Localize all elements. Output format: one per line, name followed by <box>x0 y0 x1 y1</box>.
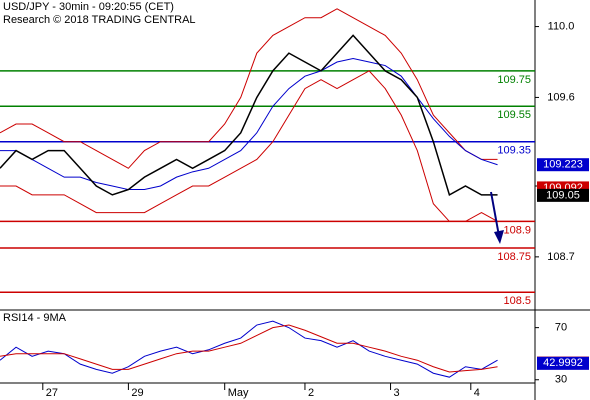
x-tick-label: 29 <box>131 387 143 399</box>
x-tick-label: 4 <box>474 387 480 399</box>
series-line <box>0 70 498 222</box>
level-label: 108.9 <box>503 224 531 236</box>
arrow-head <box>494 230 504 244</box>
x-tick-label: 27 <box>46 387 58 399</box>
plot: 109.75 109.55 109.35 108.9 108.75 108.5 110.0 1… <box>0 8 589 399</box>
y-tick-label: 110.0 <box>548 20 575 32</box>
level-label: 108.5 <box>503 295 531 307</box>
price-tag-label: 109.05 <box>546 189 580 201</box>
level-label: 108.75 <box>497 251 531 263</box>
level-label: 109.35 <box>497 145 531 157</box>
arrow <box>490 191 500 237</box>
x-tick-label: 2 <box>308 387 314 399</box>
series-line <box>0 8 498 169</box>
price-tag-label: 109.223 <box>543 159 583 171</box>
level-label: 109.55 <box>497 109 531 121</box>
chart-subtitle: Research © 2018 TRADING CENTRAL <box>3 14 196 26</box>
level-label: 109.75 <box>497 74 531 86</box>
series-line <box>0 320 498 378</box>
price-tag <box>537 158 589 172</box>
series-line <box>0 34 498 196</box>
y-tick-label: 108.7 <box>547 251 575 263</box>
y-tick-label: 109.6 <box>547 91 575 103</box>
x-tick-label: 3 <box>394 387 400 399</box>
y-tick-label: 70 <box>555 322 567 334</box>
y-tick-label: 30 <box>555 374 567 386</box>
chart-title: USD/JPY - 30min - 09:20:55 (CET) <box>3 1 174 13</box>
panel-title: RSI14 - 9MA <box>3 312 67 324</box>
price-tag <box>537 188 589 202</box>
series-line <box>0 324 498 373</box>
price-tag-label: 42.9992 <box>543 357 583 369</box>
price-tag <box>537 356 589 370</box>
x-tick-label: May <box>228 387 249 399</box>
